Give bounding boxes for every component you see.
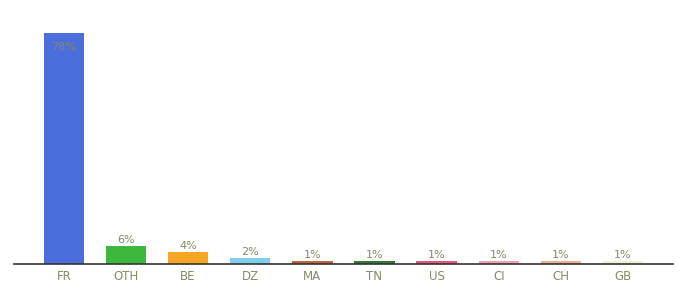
Bar — [354, 261, 394, 264]
Text: 1%: 1% — [303, 250, 321, 260]
Bar — [105, 246, 146, 264]
Text: 78%: 78% — [51, 42, 76, 52]
Bar — [44, 33, 84, 264]
Text: 1%: 1% — [428, 250, 445, 260]
Bar — [603, 261, 643, 264]
Bar — [416, 261, 457, 264]
Text: 4%: 4% — [179, 241, 197, 251]
Text: 1%: 1% — [490, 250, 507, 260]
Bar — [541, 261, 581, 264]
Text: 1%: 1% — [552, 250, 570, 260]
Text: 2%: 2% — [241, 247, 259, 257]
Text: 1%: 1% — [366, 250, 384, 260]
Bar — [292, 261, 333, 264]
Text: 6%: 6% — [117, 235, 135, 245]
Bar — [168, 252, 208, 264]
Text: 1%: 1% — [614, 250, 632, 260]
Bar — [479, 261, 519, 264]
Bar — [230, 258, 271, 264]
